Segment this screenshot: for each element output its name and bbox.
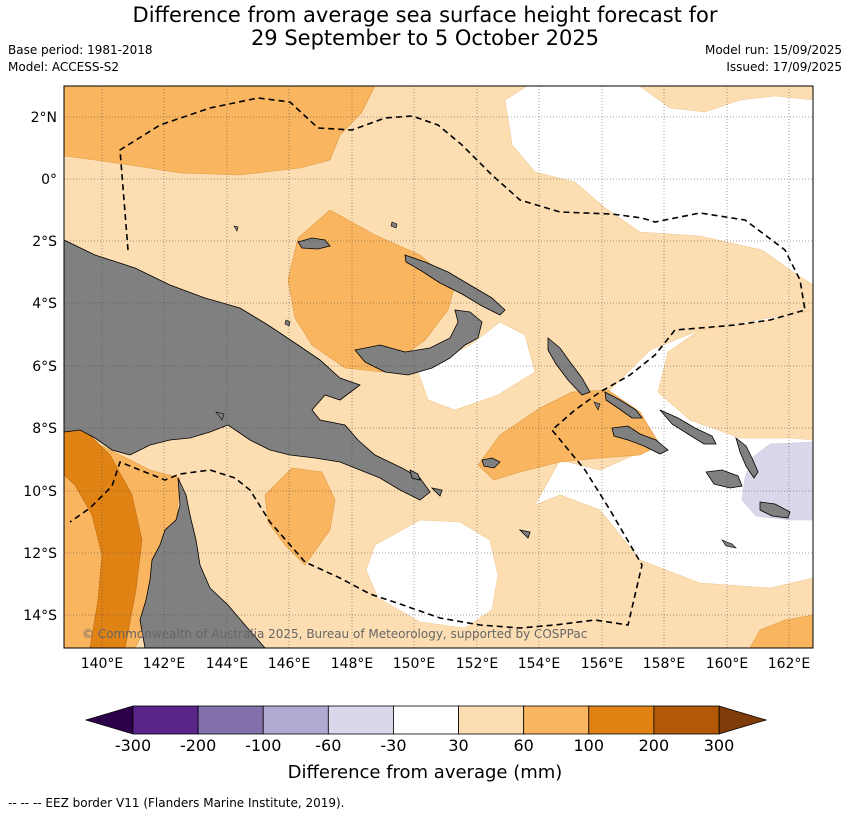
lon-tick-label: 162°E: [768, 656, 811, 672]
lat-tick-label: 4°S: [32, 296, 57, 312]
model-run: Model run: 15/09/2025: [704, 43, 842, 57]
colorbar-segment: [197, 705, 264, 735]
region-60-100-southeast: [749, 614, 813, 648]
colorbar-segment: [327, 705, 394, 735]
lon-tick-label: 156°E: [581, 656, 624, 672]
colorbar-segment: [393, 705, 459, 735]
land-louisiade: [409, 457, 531, 539]
land-cape-york: [139, 477, 266, 648]
lon-tick-label: 150°E: [393, 656, 436, 672]
colorbar-tick-label: -60: [315, 736, 341, 755]
eez-footnote: -- -- -- EEZ border V11 (Flanders Marine…: [8, 796, 345, 810]
lon-tick-label: 152°E: [456, 656, 499, 672]
land-bougainville: [547, 337, 591, 396]
longitude-ticks: 140°E 142°E 144°E 146°E 148°E 150°E 152°E 154°E…: [81, 656, 811, 672]
lat-tick-label: 6°S: [32, 359, 57, 375]
lat-tick-label: 2°S: [32, 234, 57, 250]
eez-border: [69, 97, 806, 629]
region-neutral-far-northeast: [639, 86, 813, 113]
lon-tick-label: 140°E: [81, 656, 124, 672]
colorbar-segment: [653, 705, 720, 735]
land-santa-isabel: [659, 409, 717, 445]
lon-tick-label: 160°E: [706, 656, 749, 672]
colorbar-segment: [262, 705, 329, 735]
colorbar-segment: [588, 705, 655, 735]
colorbar-over-arrow: [718, 705, 768, 735]
region-negative-solomon: [741, 441, 813, 521]
meta-right: Model run: 15/09/2025 Issued: 17/09/2025: [705, 42, 842, 76]
colorbar-tick-label: -30: [380, 736, 406, 755]
lat-tick-label: 10°S: [23, 484, 57, 500]
colorbar-tick-label: 100: [574, 736, 605, 755]
lat-tick-label: 0°: [41, 172, 57, 188]
lat-tick-label: 12°S: [23, 546, 57, 562]
base-period: Base period: 1981-2018: [8, 43, 153, 57]
region-neutral-central: [417, 321, 536, 411]
lon-tick-label: 144°E: [206, 656, 249, 672]
land-choiseul: [604, 391, 643, 419]
region-neutral-northeast: [504, 86, 813, 286]
chart-title-line1: Difference from average sea surface heig…: [132, 3, 718, 27]
meta-left: Base period: 1981-2018 Model: ACCESS-S2: [8, 42, 153, 76]
region-neutral-south: [365, 519, 499, 629]
land-new-guinea: [64, 239, 431, 501]
lat-tick-label: 2°N: [31, 110, 57, 126]
lat-tick-label: 14°S: [23, 608, 57, 624]
colorbar-tick-label: 300: [704, 736, 735, 755]
lon-tick-label: 142°E: [143, 656, 186, 672]
colorbar-under-arrow: [84, 705, 134, 735]
map-attribution: © Commonwealth of Australia 2025, Bureau…: [82, 627, 587, 641]
colorbar-label: Difference from average (mm): [287, 762, 563, 783]
lon-tick-label: 146°E: [268, 656, 311, 672]
colorbar-segment: [132, 705, 199, 735]
land-new-britain: [354, 309, 483, 376]
chart-title-line2: 29 September to 5 October 2025: [250, 26, 600, 50]
region-100-200-gulf: [64, 429, 143, 648]
colorbar-tick-label: -100: [245, 736, 281, 755]
colorbar-tick-label: -200: [180, 736, 216, 755]
land-new-ireland: [404, 254, 506, 316]
colorbar-segment: [458, 705, 525, 735]
issued-date: Issued: 17/09/2025: [726, 60, 842, 74]
colorbar-tick-label: 60: [513, 736, 533, 755]
latitude-ticks: 2°N 0° 2°S 4°S 6°S 8°S 10°S 12°S 14°S: [23, 110, 57, 624]
model-name: Model: ACCESS-S2: [8, 60, 120, 74]
land-guadalcanal: [705, 469, 743, 489]
region-60-100-coral: [264, 467, 336, 566]
region-60-100-bismarck: [287, 209, 456, 373]
lon-tick-label: 158°E: [643, 656, 686, 672]
map-frame: [63, 85, 814, 649]
colorbar-tick-label: -300: [115, 736, 151, 755]
colorbar-tick-label: 30: [448, 736, 468, 755]
graticule: [64, 86, 813, 648]
colorbar-segment: [523, 705, 590, 735]
lon-tick-label: 148°E: [331, 656, 374, 672]
land-makira: [759, 501, 791, 519]
lon-tick-label: 154°E: [518, 656, 561, 672]
lat-tick-label: 8°S: [32, 421, 57, 437]
colorbar-tick-label: 200: [639, 736, 670, 755]
map-area: [64, 86, 813, 648]
land-malaita: [735, 436, 759, 479]
colorbar: -300 -200 -100 -60 -30 30 60 100 200 300: [84, 705, 768, 755]
